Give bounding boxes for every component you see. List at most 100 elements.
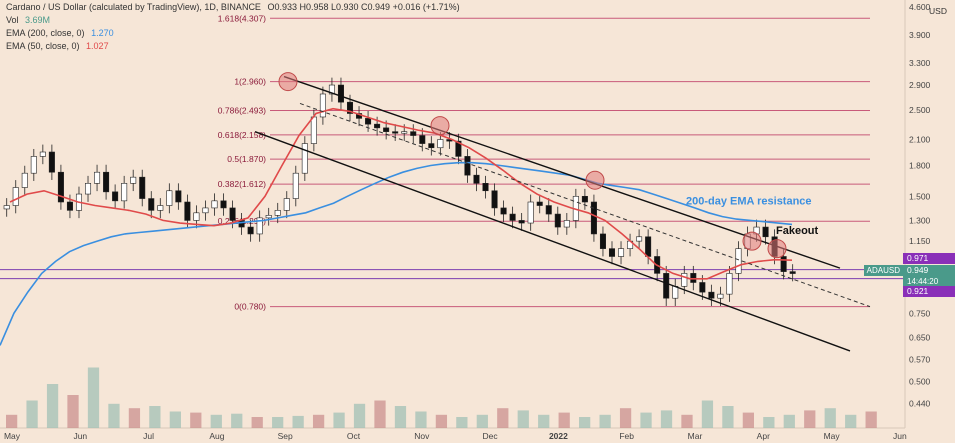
y-tick-label: 2.100 bbox=[909, 135, 931, 145]
candle-body bbox=[283, 198, 290, 211]
volume-bar bbox=[476, 414, 488, 428]
candle-body bbox=[121, 183, 128, 202]
chart-title: Cardano / US Dollar (calculated by Tradi… bbox=[6, 2, 261, 12]
candle-body bbox=[437, 139, 444, 149]
x-tick-label: Sep bbox=[278, 431, 293, 441]
candle-body bbox=[175, 190, 182, 203]
volume-bar bbox=[824, 408, 836, 428]
candle-body bbox=[274, 210, 281, 216]
channel-lower-line bbox=[254, 130, 851, 352]
volume-bar bbox=[415, 411, 427, 428]
candle-body bbox=[319, 93, 326, 118]
fib-level-label: 0.786(2.493) bbox=[218, 106, 266, 116]
volume-bar bbox=[619, 408, 632, 428]
candle-body bbox=[672, 285, 679, 299]
candle-body bbox=[94, 171, 101, 184]
volume-bar bbox=[517, 410, 529, 428]
candle-body bbox=[482, 183, 489, 192]
candle-body bbox=[374, 123, 381, 129]
y-tick-label: 3.900 bbox=[909, 30, 931, 40]
candle-body bbox=[3, 205, 10, 210]
y-tick-label: 1.300 bbox=[909, 215, 931, 225]
candle-body bbox=[103, 171, 110, 193]
volume-bar bbox=[394, 406, 407, 428]
candle-body bbox=[509, 213, 516, 221]
fib-level-label: 0.382(1.612) bbox=[218, 179, 266, 189]
volume-bar bbox=[231, 413, 243, 428]
touch-point-marker bbox=[742, 231, 762, 251]
x-tick-label: Jun bbox=[73, 431, 87, 441]
candle-body bbox=[401, 131, 408, 134]
candle-body bbox=[292, 172, 299, 199]
ema50-value: 1.027 bbox=[86, 41, 109, 51]
volume-value: 3.69M bbox=[25, 15, 51, 25]
candle-body bbox=[645, 236, 652, 257]
candle-body bbox=[130, 176, 137, 184]
candle-body bbox=[518, 220, 525, 224]
candle-body bbox=[337, 84, 344, 103]
candle-body bbox=[554, 213, 561, 228]
candle-body bbox=[211, 200, 218, 209]
volume-bar bbox=[640, 412, 652, 428]
volume-bar bbox=[292, 415, 304, 428]
volume-bar bbox=[190, 412, 202, 428]
ema200-line bbox=[0, 161, 793, 346]
candle-body bbox=[581, 195, 588, 203]
candle-body bbox=[346, 101, 354, 114]
candle-body bbox=[229, 207, 236, 221]
volume-bar bbox=[558, 412, 570, 428]
candle-body bbox=[57, 171, 64, 203]
fib-level-label: 0.5(1.870) bbox=[227, 154, 266, 164]
volume-bar bbox=[374, 400, 386, 428]
x-tick-label: Nov bbox=[414, 431, 430, 441]
fib-level-label: 1.618(4.307) bbox=[218, 13, 266, 23]
volume-bar bbox=[865, 411, 877, 428]
candle-body bbox=[157, 205, 164, 211]
candle-body bbox=[365, 118, 372, 125]
y-tick-label: 3.300 bbox=[909, 58, 931, 68]
candle-body bbox=[328, 84, 335, 95]
y-tick-label: 0.440 bbox=[909, 398, 931, 408]
candle-body bbox=[419, 135, 426, 144]
volume-bar bbox=[701, 400, 714, 428]
candle-body bbox=[238, 220, 245, 228]
volume-bar bbox=[6, 414, 18, 428]
channel-mid-line bbox=[299, 102, 871, 308]
y-tick-label: 1.150 bbox=[909, 236, 931, 246]
volume-label: Vol bbox=[6, 15, 19, 25]
volume-bar bbox=[456, 417, 468, 428]
candle-body bbox=[590, 201, 597, 235]
candle-body bbox=[636, 236, 643, 242]
y-tick-label: 4.600 bbox=[909, 2, 931, 12]
ema200-label: EMA (200, close, 0) bbox=[6, 28, 85, 38]
volume-bar bbox=[67, 395, 79, 428]
candle-body bbox=[428, 143, 435, 149]
ema-resistance-annotation: 200-day EMA resistance bbox=[686, 195, 812, 207]
volume-bar bbox=[272, 417, 284, 428]
volume-bar bbox=[722, 406, 734, 428]
x-tick-label: Jun bbox=[893, 431, 907, 441]
candle-body bbox=[392, 131, 399, 134]
x-tick-label: Feb bbox=[619, 431, 634, 441]
symbol-badge: ADAUSD bbox=[863, 265, 903, 276]
candle-body bbox=[473, 174, 480, 184]
y-tick-label: 0.650 bbox=[909, 332, 931, 342]
candle-body bbox=[247, 226, 254, 235]
touch-point-marker bbox=[430, 116, 450, 136]
volume-bar bbox=[660, 410, 673, 428]
y-tick-label: 1.500 bbox=[909, 191, 931, 201]
countdown-badge: 14:44:20 bbox=[903, 276, 955, 287]
volume-bar bbox=[763, 417, 775, 428]
touch-point-marker bbox=[278, 72, 298, 92]
y-tick-label: 0.500 bbox=[909, 377, 931, 387]
currency-label: USD bbox=[929, 6, 947, 16]
ema200-legend: EMA (200, close, 0) 1.270 bbox=[6, 28, 114, 38]
candle-body bbox=[184, 201, 191, 221]
volume-bar bbox=[579, 417, 591, 428]
candle-body bbox=[202, 207, 209, 214]
volume-bar bbox=[435, 414, 448, 428]
x-tick-label: May bbox=[4, 431, 21, 441]
candle-body bbox=[545, 205, 552, 215]
